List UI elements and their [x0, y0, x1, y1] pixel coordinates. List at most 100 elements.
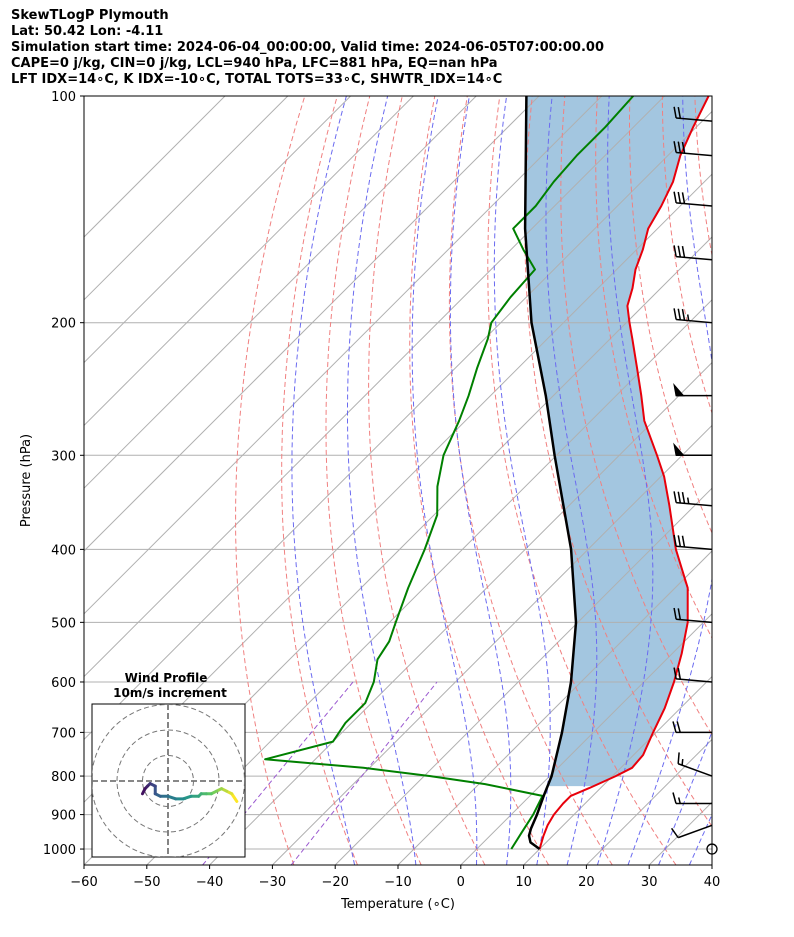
- dry-adiabat-line: [694, 96, 712, 258]
- y-tick-label: 100: [51, 90, 76, 105]
- moist-adiabat-line: [545, 96, 598, 865]
- barb-staff: [676, 318, 713, 324]
- barb-feather: [672, 792, 677, 804]
- barb-half-feather: [681, 758, 684, 766]
- y-tick-label: 900: [51, 809, 76, 824]
- x-tick-label: 10: [515, 875, 532, 890]
- dry-adiabat-line: [281, 96, 358, 865]
- isotherm-line: [272, 424, 712, 865]
- hodograph-segment: [141, 787, 147, 796]
- wind-barb: [677, 752, 713, 777]
- dry-adiabat-line: [661, 96, 712, 415]
- barb-staff: [676, 545, 713, 551]
- isotherm-line: [460, 613, 712, 865]
- mixing-ratio-line: [290, 681, 438, 865]
- barb-feather: [677, 608, 682, 620]
- y-tick-label: 800: [51, 770, 76, 785]
- temperature-line: [538, 96, 710, 850]
- barb-feather: [677, 752, 680, 764]
- chart-title: SkewTLogP Plymouth: [11, 8, 169, 23]
- moist-adiabat-line: [411, 96, 478, 865]
- barb-half-feather: [686, 497, 690, 504]
- isotherm-line: [84, 96, 226, 238]
- wind-barb: [673, 245, 713, 261]
- y-tick-label: 700: [51, 726, 76, 741]
- barb-half-feather: [677, 797, 681, 804]
- barb-feather: [676, 721, 681, 733]
- barb-feather: [681, 308, 686, 321]
- y-tick-label: 400: [51, 543, 76, 558]
- x-tick-label: 30: [641, 875, 658, 890]
- cape-shaded-region: [525, 96, 709, 787]
- barb-feather: [672, 721, 677, 733]
- moist-adiabat-line: [493, 96, 551, 865]
- x-tick-label: −10: [384, 875, 411, 890]
- barb-feather: [681, 491, 686, 504]
- wind-barb: [673, 491, 713, 507]
- barb-feather: [681, 192, 686, 204]
- barb-feather: [673, 308, 677, 320]
- cape-line: CAPE=0 j/kg, CIN=0 j/kg, LCL=940 hPa, LF…: [11, 56, 498, 71]
- x-tick-label: −30: [259, 875, 286, 890]
- wind-barb: [673, 667, 713, 683]
- barb-feather: [670, 827, 679, 839]
- dry-adiabat-line: [595, 96, 712, 640]
- isotherm-line: [84, 96, 289, 301]
- dry-adiabat-line: [235, 96, 306, 865]
- mixing-ratio-line: [202, 681, 354, 865]
- isotherm-line: [84, 96, 540, 552]
- dry-adiabat-line: [325, 96, 422, 865]
- barb-feather: [677, 667, 682, 680]
- x-tick-label: −50: [133, 875, 160, 890]
- hodograph-segment: [230, 792, 239, 803]
- location-line: Lat: 50.42 Lon: -4.11: [11, 24, 164, 39]
- parcel-line: [523, 96, 578, 851]
- moist-adiabat-line: [291, 96, 356, 865]
- x-tick-label: −60: [70, 875, 97, 890]
- barb-staff: [677, 763, 713, 777]
- barb-staff: [676, 678, 713, 683]
- moist-adiabat-line: [658, 730, 712, 865]
- hodograph-title: Wind Profile: [125, 671, 208, 685]
- barb-staff: [676, 151, 713, 157]
- barb-feather: [673, 245, 677, 257]
- time-line: Simulation start time: 2024-06-04_00:00:…: [11, 40, 604, 55]
- barb-feather: [673, 141, 677, 153]
- y-tick-label: 300: [51, 449, 76, 464]
- isotherm-line: [648, 801, 712, 865]
- barb-staff: [677, 824, 713, 839]
- y-tick-label: 1000: [43, 843, 76, 858]
- barb-feather: [673, 667, 677, 679]
- barb-half-feather: [686, 314, 690, 321]
- wind-barb: [673, 141, 713, 157]
- wind-barb: [673, 607, 713, 624]
- barb-staff: [676, 255, 713, 261]
- wind-barb: [672, 792, 712, 805]
- isotherm-line: [84, 96, 477, 489]
- x-tick-label: −20: [321, 875, 348, 890]
- wind-barb: [673, 534, 713, 551]
- wind-barb: [673, 191, 713, 207]
- barb-feather: [677, 107, 682, 119]
- barb-feather: [677, 308, 682, 321]
- dry-adiabat-line: [448, 96, 613, 865]
- isotherm-line: [84, 96, 351, 364]
- dry-adiabat-line: [368, 96, 486, 865]
- x-tick-label: 20: [578, 875, 595, 890]
- barb-staff: [676, 501, 713, 507]
- wind-barb: [673, 106, 713, 122]
- x-axis-label: Temperature (∘C): [340, 897, 455, 912]
- dry-adiabat-line: [760, 96, 794, 865]
- hodograph-ring: [92, 704, 245, 857]
- y-tick-label: 200: [51, 317, 76, 332]
- dry-adiabat-line: [409, 96, 550, 865]
- wind-barb: [672, 721, 712, 734]
- barb-feather: [677, 245, 682, 258]
- x-tick-label: 0: [457, 875, 465, 890]
- barb-feather: [673, 491, 677, 503]
- barb-feather: [681, 246, 686, 258]
- index-line: LFT IDX=14∘C, K IDX=-10∘C, TOTAL TOTS=33…: [11, 72, 503, 87]
- dry-adiabat-line: [727, 96, 794, 865]
- barb-pennant: [673, 383, 685, 397]
